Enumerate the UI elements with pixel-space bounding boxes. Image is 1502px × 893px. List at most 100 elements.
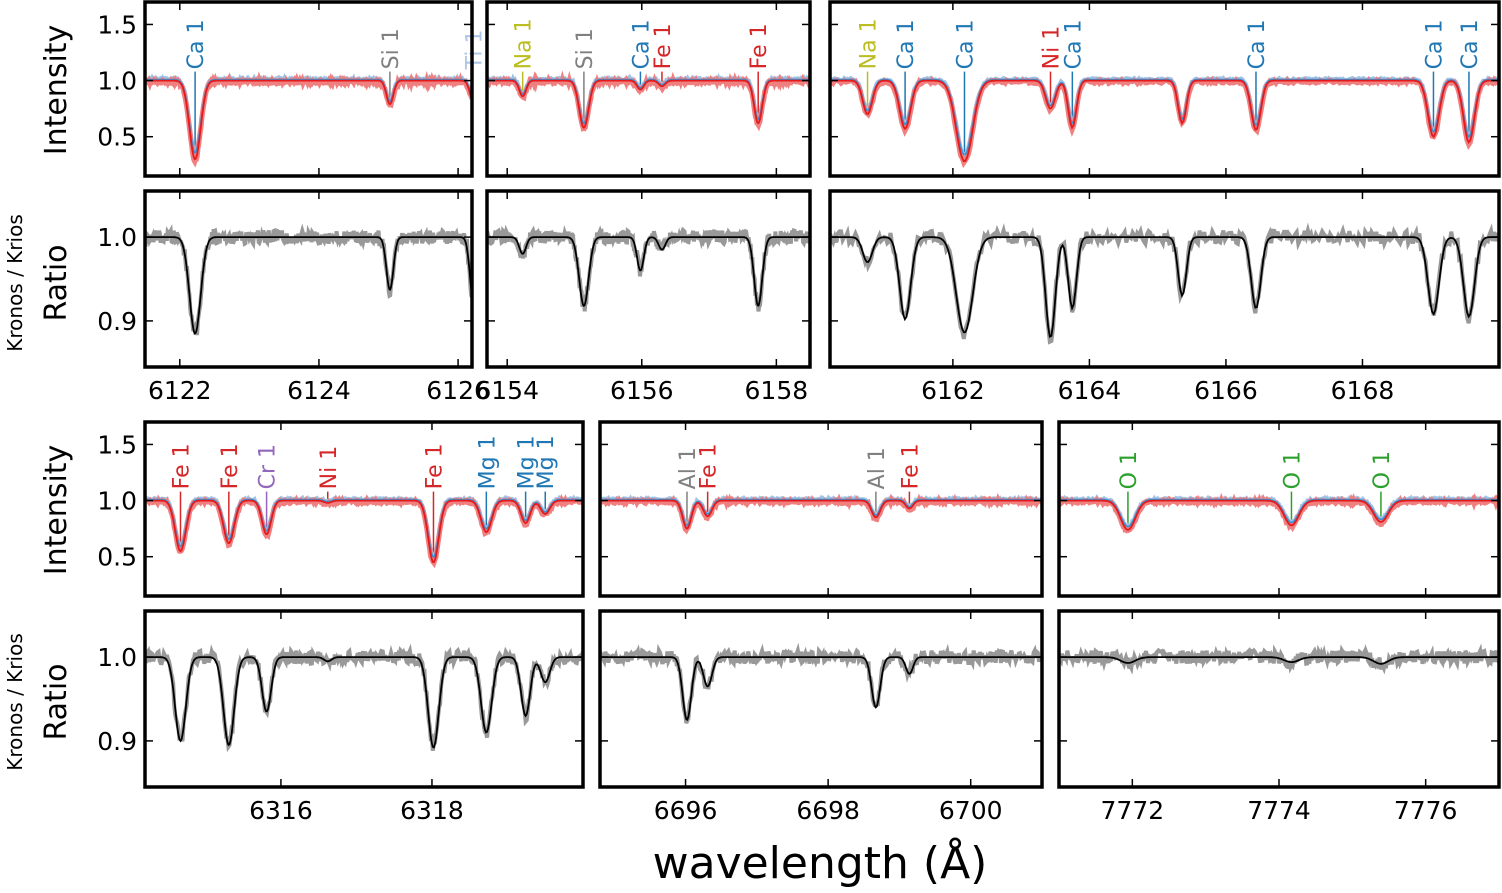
x-tick-label: 6166 xyxy=(1194,376,1258,405)
x-tick-label: 6124 xyxy=(287,376,351,405)
x-tick-label: 6122 xyxy=(148,376,212,405)
intensity-frame xyxy=(485,0,812,178)
model-spectrum-red xyxy=(600,499,1042,530)
x-tick-label: 6698 xyxy=(796,796,860,825)
line-label-na: Na 1 xyxy=(857,18,882,69)
x-tick-label: 6696 xyxy=(654,796,718,825)
line-label-ca: Ca 1 xyxy=(184,20,209,70)
line-label-cr: Cr 1 xyxy=(256,444,281,489)
line-label-fe: Fe 1 xyxy=(422,443,447,489)
model-spectrum-red xyxy=(487,79,810,129)
ratio-model-series xyxy=(1059,656,1499,665)
x-tick-label: 6318 xyxy=(400,796,464,825)
panel-grid: Ca 1 Si 1 Ti 1 6122 6124 6126 0.5 1.0 1.5 0.9 1.0 N… xyxy=(97,0,1501,825)
ratio-frame xyxy=(143,189,474,369)
intensity-plot xyxy=(145,70,472,168)
panel-A: Ca 1 Si 1 Ti 1 6122 6124 6126 0.5 1.0 1.5 0.9 1.0 xyxy=(97,0,490,405)
y-tick-label: 1.0 xyxy=(97,643,137,672)
model-spectrum-red xyxy=(145,79,472,161)
line-label-ca: Ca 1 xyxy=(1458,20,1483,70)
x-tick-label: 6156 xyxy=(610,376,674,405)
line-label-ca: Ca 1 xyxy=(1422,20,1447,70)
ratio-data-series xyxy=(145,643,583,753)
intensity-frame xyxy=(828,0,1501,178)
y-tick-label: 0.9 xyxy=(97,307,137,336)
ratio-data-series xyxy=(830,222,1499,345)
line-label-o: O 1 xyxy=(1117,451,1142,489)
ratio-plot xyxy=(145,223,472,336)
intensity-plot xyxy=(1059,491,1499,534)
line-label-ca: Ca 1 xyxy=(953,20,978,70)
line-label-o: O 1 xyxy=(1280,451,1305,489)
x-tick-label: 7776 xyxy=(1394,796,1458,825)
ratio-axis-label-bottom-line1: Kronos / Krios xyxy=(3,633,27,770)
ratio-axis-label-top-line1: Kronos / Krios xyxy=(3,214,27,351)
intensity-plot xyxy=(487,70,810,132)
ratio-data-series xyxy=(145,223,472,336)
line-label-o: O 1 xyxy=(1370,451,1395,489)
y-tick-label: 1.5 xyxy=(97,10,137,39)
line-label-ca: Ca 1 xyxy=(629,20,654,70)
line-label-ni: Ni 1 xyxy=(317,446,342,490)
intensity-axis-label-top: Intensity xyxy=(39,25,74,156)
line-label-mg: Mg 1 xyxy=(534,435,559,489)
ratio-model-series xyxy=(600,656,1042,721)
line-label-si: Si 1 xyxy=(379,28,404,69)
observed-spectrum-blue xyxy=(830,75,1499,157)
ratio-frame xyxy=(143,609,585,789)
x-tick-label: 6158 xyxy=(745,376,809,405)
line-label-fe: Fe 1 xyxy=(651,23,676,69)
ratio-data-series xyxy=(600,642,1042,724)
x-tick-label: 6168 xyxy=(1331,376,1395,405)
y-tick-label: 1.0 xyxy=(97,67,137,96)
line-label-ca: Ca 1 xyxy=(1245,20,1270,70)
model-spectrum-blue xyxy=(830,78,1499,156)
observed-spectrum-red xyxy=(830,75,1499,169)
line-label-ca: Ca 1 xyxy=(894,20,919,70)
intensity-frame xyxy=(143,0,474,178)
y-tick-label: 0.5 xyxy=(97,123,137,152)
ratio-plot xyxy=(487,224,810,312)
line-label-mg: Mg 1 xyxy=(515,435,540,489)
y-tick-label: 0.9 xyxy=(97,727,137,756)
panel-F: O 1 O 1 O 1 7772 7774 7776 xyxy=(1057,420,1501,825)
observed-spectrum-blue xyxy=(145,72,472,156)
line-label-al: Al 1 xyxy=(676,447,701,489)
x-tick-label: 6162 xyxy=(921,376,985,405)
ratio-axis-label-bottom-line2: Ratio xyxy=(39,663,74,740)
x-tick-label: 6700 xyxy=(939,796,1003,825)
x-axis-label: wavelength (Å) xyxy=(653,836,988,889)
line-label-mg: Mg 1 xyxy=(475,435,500,489)
x-tick-label: 6316 xyxy=(249,796,313,825)
y-tick-label: 1.0 xyxy=(97,487,137,516)
x-tick-label: 6154 xyxy=(475,376,539,405)
observed-spectrum-red xyxy=(145,493,583,569)
line-label-fe: Fe 1 xyxy=(747,23,772,69)
ratio-plot xyxy=(600,642,1042,724)
model-spectrum-blue xyxy=(145,78,472,154)
ratio-frame xyxy=(828,189,1501,369)
x-tick-label: 6164 xyxy=(1058,376,1122,405)
ratio-frame xyxy=(485,189,812,369)
line-label-fe: Fe 1 xyxy=(218,443,243,489)
y-tick-label: 1.0 xyxy=(97,223,137,252)
line-label-si: Si 1 xyxy=(573,28,598,69)
model-spectrum-red xyxy=(1059,499,1499,531)
line-label-fe: Fe 1 xyxy=(169,443,194,489)
line-label-fe: Fe 1 xyxy=(898,443,923,489)
line-label-ca: Ca 1 xyxy=(1061,20,1086,70)
ratio-data-series xyxy=(487,224,810,312)
line-label-na: Na 1 xyxy=(512,18,537,69)
intensity-frame xyxy=(598,420,1044,598)
intensity-plot xyxy=(600,491,1042,535)
line-label-fe: Fe 1 xyxy=(697,443,722,489)
x-tick-label: 7772 xyxy=(1101,796,1165,825)
observed-spectrum-red xyxy=(600,492,1042,535)
model-spectrum-blue xyxy=(600,498,1042,527)
model-spectrum-red xyxy=(145,499,583,564)
ratio-axis-label-top-line2: Ratio xyxy=(39,244,74,321)
intensity-plot xyxy=(830,71,1499,169)
ratio-model-series xyxy=(830,236,1499,338)
